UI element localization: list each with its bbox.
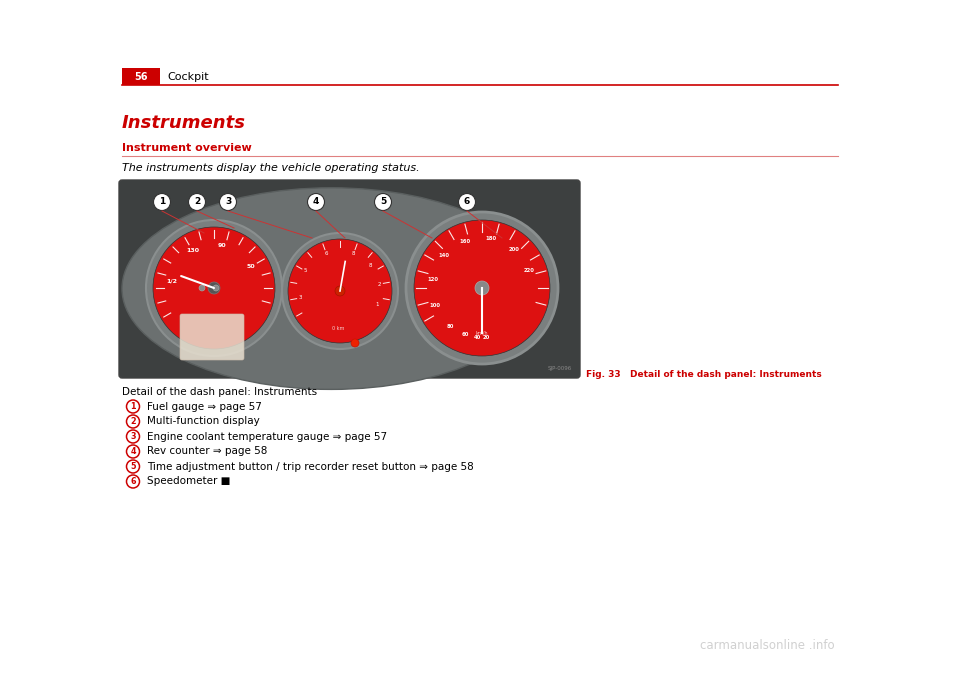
Circle shape [414,220,550,356]
Text: Rev counter ⇒ page 58: Rev counter ⇒ page 58 [147,447,268,456]
Circle shape [188,193,205,210]
Text: 8: 8 [369,263,372,268]
Text: 5: 5 [380,197,386,207]
Text: 4: 4 [313,197,319,207]
Text: 50: 50 [247,264,255,269]
Text: Instrument overview: Instrument overview [122,143,252,153]
Circle shape [406,212,558,364]
Circle shape [153,227,275,349]
Text: 1: 1 [131,402,135,411]
FancyBboxPatch shape [122,68,160,85]
Text: The instruments display the vehicle operating status.: The instruments display the vehicle oper… [122,163,420,173]
Circle shape [127,445,139,458]
FancyBboxPatch shape [180,314,244,360]
Circle shape [351,339,359,347]
Text: km/h: km/h [476,330,489,336]
Text: Multi-function display: Multi-function display [147,416,260,426]
Circle shape [127,460,139,473]
Text: 6: 6 [464,197,470,207]
Text: carmanualsonline .info: carmanualsonline .info [700,639,834,652]
Text: 56: 56 [134,72,148,82]
Circle shape [213,285,219,291]
Text: 100: 100 [429,302,441,308]
Text: 180: 180 [485,236,496,241]
Text: 120: 120 [427,277,439,282]
Text: 220: 220 [523,268,535,273]
Text: 3: 3 [299,296,302,300]
Circle shape [199,285,205,291]
Text: 2: 2 [377,281,381,287]
Text: 20: 20 [483,336,490,340]
FancyBboxPatch shape [119,180,580,378]
Text: 60: 60 [461,332,468,338]
Circle shape [127,400,139,413]
Circle shape [459,193,475,210]
Text: 160: 160 [459,239,470,243]
Text: 3: 3 [225,197,231,207]
Circle shape [282,233,398,349]
Text: 1/2: 1/2 [166,278,178,283]
Circle shape [374,193,392,210]
Text: Detail of the dash panel: Instruments: Detail of the dash panel: Instruments [122,387,317,397]
Text: 130: 130 [186,248,199,254]
Circle shape [288,239,392,343]
Text: SJP-0096: SJP-0096 [548,366,572,371]
Text: 5: 5 [303,268,307,273]
Text: Time adjustment button / trip recorder reset button ⇒ page 58: Time adjustment button / trip recorder r… [147,462,473,471]
Circle shape [127,415,139,428]
FancyBboxPatch shape [119,180,580,378]
Text: Instruments: Instruments [122,114,246,132]
Text: 90: 90 [217,243,226,248]
Text: 1: 1 [375,302,379,307]
Circle shape [127,430,139,443]
Text: Speedometer ■: Speedometer ■ [147,477,230,487]
Circle shape [146,220,282,356]
Circle shape [335,286,345,296]
Text: 2: 2 [131,417,135,426]
Text: 80: 80 [446,324,453,329]
Circle shape [127,475,139,488]
Text: 200: 200 [509,247,519,252]
Circle shape [220,193,236,210]
Circle shape [475,281,489,295]
Text: Cockpit: Cockpit [167,72,208,82]
Text: 140: 140 [438,254,449,258]
Text: 6: 6 [324,251,328,256]
Text: Engine coolant temperature gauge ⇒ page 57: Engine coolant temperature gauge ⇒ page … [147,431,387,441]
Text: 8: 8 [352,251,355,256]
Circle shape [208,282,220,294]
Text: 0 km: 0 km [332,327,345,332]
Text: 4: 4 [131,447,135,456]
Text: 6: 6 [131,477,135,486]
Text: 3: 3 [131,432,135,441]
Circle shape [154,193,171,210]
Text: Fuel gauge ⇒ page 57: Fuel gauge ⇒ page 57 [147,401,262,412]
Ellipse shape [122,188,540,389]
Circle shape [307,193,324,210]
Text: 5: 5 [131,462,135,471]
Text: Fig. 33   Detail of the dash panel: Instruments: Fig. 33 Detail of the dash panel: Instru… [586,370,822,379]
Text: 40: 40 [474,336,481,340]
Text: 2: 2 [194,197,200,207]
Text: 1: 1 [158,197,165,207]
